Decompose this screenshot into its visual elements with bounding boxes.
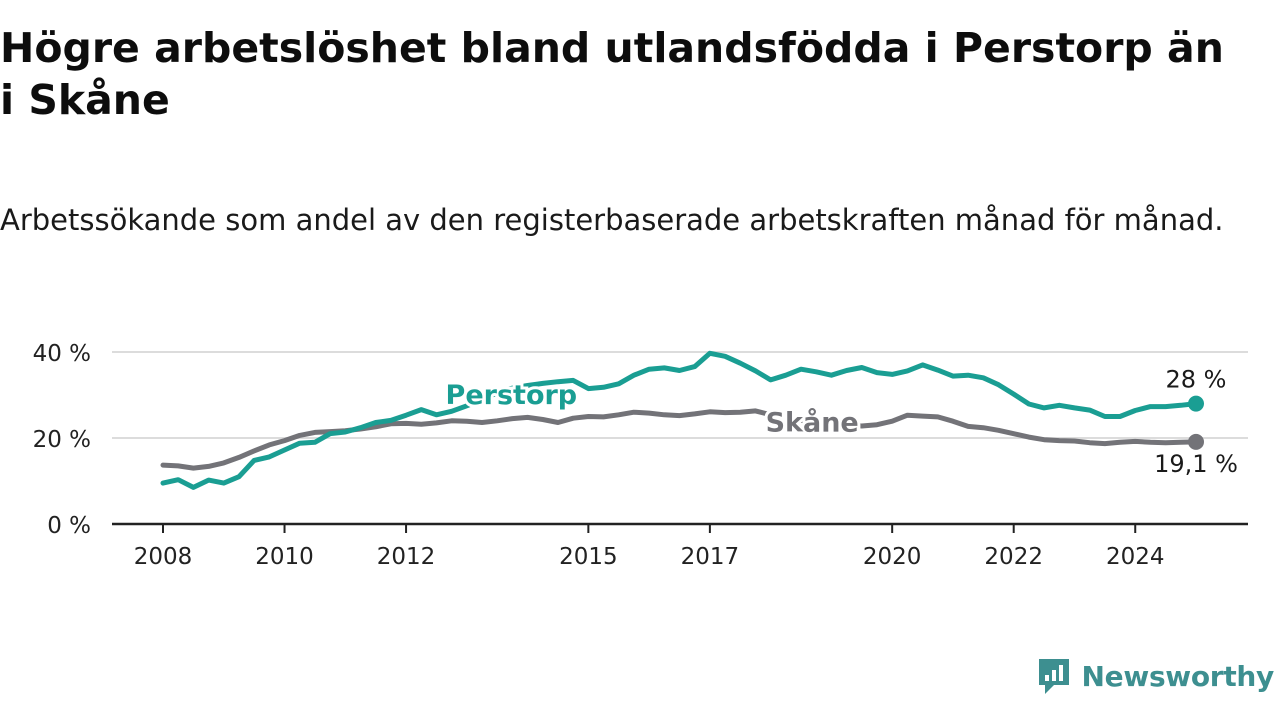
series-end-point-perstorp <box>1188 395 1204 412</box>
series-layer <box>160 350 1204 490</box>
x-tick-label: 2017 <box>681 544 740 570</box>
x-tick-label: 2008 <box>134 544 193 570</box>
x-tick-label: 2022 <box>984 544 1043 570</box>
series-line-perstorp <box>160 350 1199 490</box>
chart-title: Högre arbetslöshet bland utlandsfödda i … <box>0 24 1224 124</box>
series-end-point-sk-ne <box>1188 433 1204 450</box>
gridlines <box>112 351 1248 439</box>
series-label-perstorp: Perstorp <box>446 380 578 411</box>
brand-name: Newsworthy <box>1081 659 1275 693</box>
x-axis: 2008 2010 2012 2015 2017 2020 2022 2024 <box>112 522 1248 570</box>
x-tick-label: 2015 <box>559 544 618 570</box>
y-tick-label: 0 % <box>47 513 91 539</box>
x-tick-label: 2020 <box>863 544 922 570</box>
newsworthy-logo-icon <box>1038 659 1069 694</box>
x-tick-label: 2024 <box>1106 544 1165 570</box>
end-value-label-perstorp: 28 % <box>1166 366 1227 394</box>
end-value-label-sk-ne: 19,1 % <box>1154 450 1238 478</box>
y-axis: 0 % 20 % 40 % <box>33 341 91 539</box>
x-tick-label: 2010 <box>255 544 314 570</box>
y-tick-label: 40 % <box>33 341 91 367</box>
series-label-sk-ne: Skåne <box>766 407 859 439</box>
x-tick-label: 2012 <box>377 544 436 570</box>
series-labels: Perstorp Skåne 28 % 19,1 % <box>443 366 1238 478</box>
chart-subtitle: Arbetssökande som andel av den registerb… <box>0 203 1224 237</box>
y-tick-label: 20 % <box>33 427 91 453</box>
newsworthy-logo: Newsworthy <box>1036 654 1274 698</box>
